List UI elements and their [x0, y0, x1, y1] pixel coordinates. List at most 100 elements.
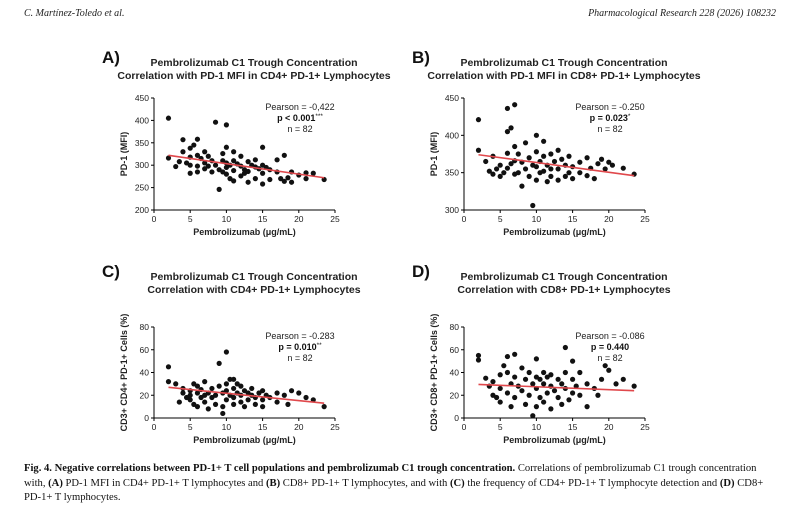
data-point [490, 379, 496, 385]
data-point [497, 372, 503, 378]
chart-title-line-2: Correlation with PD-1 MFI in CD8+ PD-1+ … [427, 70, 700, 82]
data-point [493, 166, 500, 172]
p-value-significance: * [628, 113, 631, 120]
data-point [555, 177, 561, 183]
data-point [620, 376, 626, 382]
y-tick-label: 80 [450, 322, 460, 332]
data-point [220, 404, 226, 410]
chart-panel-b: B) Pembrolizumab C1 Trough ConcentrationC… [412, 48, 701, 237]
chart-title-line-1: Pembrolizumab C1 Trough Concentration [150, 57, 357, 69]
x-axis-label: Pembrolizumab (μg/mL) [193, 227, 296, 237]
data-point [533, 164, 539, 170]
data-point [555, 394, 561, 401]
y-tick-label: 200 [135, 205, 149, 215]
data-point [595, 392, 601, 398]
data-point [260, 388, 266, 394]
x-tick-label: 10 [532, 422, 542, 432]
y-tick-label: 40 [450, 368, 460, 378]
regression-line [168, 386, 325, 405]
regression-line [478, 383, 635, 392]
data-point [475, 352, 482, 359]
data-point [541, 153, 547, 159]
data-point [522, 376, 529, 382]
data-point [173, 163, 179, 170]
pearson-coefficient: Pearson = -0.086 [575, 331, 644, 341]
caption-text-4: the frequency of CD4+ PD-1+ T lymphocyte… [464, 477, 720, 489]
data-point [216, 383, 222, 389]
data-point [515, 170, 521, 176]
data-point [530, 381, 536, 387]
data-point [551, 158, 558, 165]
data-point [209, 385, 215, 392]
y-tick-label: 20 [450, 390, 460, 400]
data-point [173, 381, 179, 387]
x-tick-label: 10 [222, 214, 232, 224]
data-point [512, 374, 518, 380]
data-point [212, 401, 219, 407]
data-point [260, 144, 266, 150]
data-point [544, 390, 550, 396]
data-point [281, 392, 287, 398]
data-point [285, 401, 291, 407]
data-point [577, 159, 583, 165]
data-point [194, 404, 201, 410]
data-point [577, 170, 583, 176]
data-point [202, 149, 208, 155]
data-point [570, 358, 576, 364]
x-tick-label: 15 [568, 422, 578, 432]
data-point [202, 379, 208, 385]
chart-panel-c: C) Pembrolizumab C1 Trough ConcentrationC… [102, 262, 361, 445]
x-tick-label: 0 [462, 422, 467, 432]
data-point [194, 152, 201, 158]
data-point [533, 149, 539, 155]
y-tick-label: 250 [135, 183, 149, 193]
data-point [212, 392, 219, 398]
data-point [555, 376, 561, 382]
data-point [559, 156, 565, 162]
x-axis-label: Pembrolizumab (μg/mL) [503, 227, 606, 237]
x-tick-label: 5 [188, 214, 193, 224]
chart-title-line-1: Pembrolizumab C1 Trough Concentration [460, 271, 667, 283]
data-point [238, 173, 244, 179]
data-point [223, 122, 229, 128]
y-tick-label: 450 [135, 93, 149, 103]
data-point [541, 168, 547, 174]
data-point [598, 156, 605, 162]
caption-text-5: CD8+ PD-1+ T lymphocytes. [24, 477, 764, 504]
y-tick-label: 60 [450, 345, 460, 355]
data-point [245, 159, 251, 165]
data-point [223, 349, 229, 355]
data-point [288, 179, 295, 185]
data-point [598, 376, 605, 382]
data-point [530, 202, 536, 209]
data-point [566, 397, 572, 403]
data-point [231, 385, 237, 392]
data-point [595, 161, 601, 167]
x-tick-label: 5 [188, 422, 193, 432]
data-point [609, 162, 616, 168]
caption-ref-a: (A) [48, 477, 63, 489]
chart-panel-d: D) Pembrolizumab C1 Trough ConcentrationC… [412, 262, 671, 445]
data-point [231, 167, 237, 174]
data-point [303, 170, 309, 176]
data-point [483, 375, 489, 381]
data-point [281, 178, 287, 184]
p-value-significance: ** [317, 342, 323, 349]
sample-size: n = 82 [597, 124, 622, 134]
caption-ref-d: (D) [719, 477, 735, 489]
data-point [212, 162, 219, 168]
data-point [512, 102, 518, 108]
data-point [526, 369, 532, 376]
data-point [555, 147, 561, 153]
data-point [508, 125, 514, 131]
data-point [631, 383, 637, 389]
x-tick-label: 0 [152, 214, 157, 224]
data-point [231, 149, 237, 155]
data-point [497, 385, 503, 392]
data-point [223, 171, 229, 177]
data-point [238, 153, 244, 159]
data-point [548, 372, 554, 378]
sample-size: n = 82 [597, 353, 622, 363]
data-point [227, 376, 233, 382]
y-tick-label: 20 [140, 390, 150, 400]
